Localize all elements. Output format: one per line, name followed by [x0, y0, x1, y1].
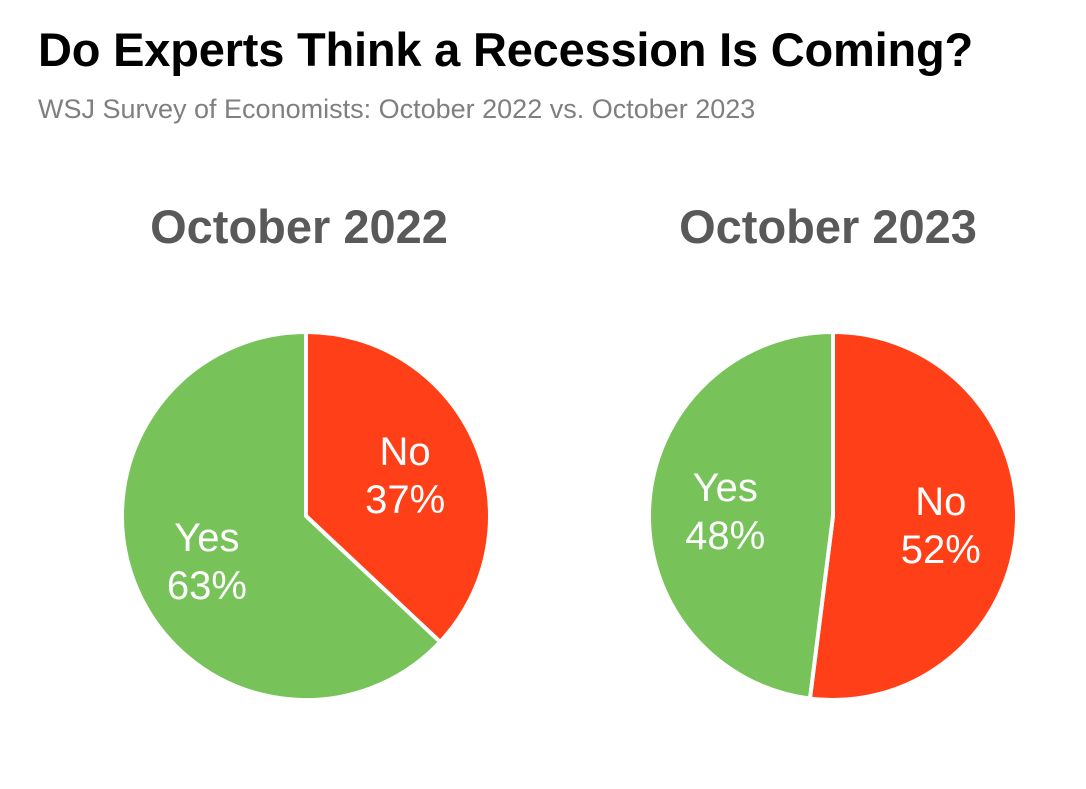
pie-value-no-0: 37% [365, 478, 445, 522]
pie-value-yes-0: 63% [167, 564, 247, 608]
chart-title: Do Experts Think a Recession Is Coming? [38, 23, 974, 76]
pie-title-october-2023: October 2023 [679, 200, 977, 253]
pie-label-no-1: No [915, 480, 966, 524]
pie-label-yes-1: Yes [693, 466, 758, 510]
chart-subtitle: WSJ Survey of Economists: October 2022 v… [38, 94, 756, 124]
pie-label-no-0: No [380, 430, 431, 474]
pie-slice-no-1 [807, 330, 1019, 702]
pie-slice-no-0 [304, 330, 492, 644]
pie-title-october-2022: October 2022 [150, 200, 448, 253]
pie-value-yes-1: 48% [685, 514, 765, 558]
pie-value-no-1: 52% [901, 528, 981, 572]
pie-slice-yes-1 [647, 330, 835, 701]
pie-label-yes-0: Yes [174, 516, 239, 560]
pie-slice-yes-0 [120, 330, 443, 702]
